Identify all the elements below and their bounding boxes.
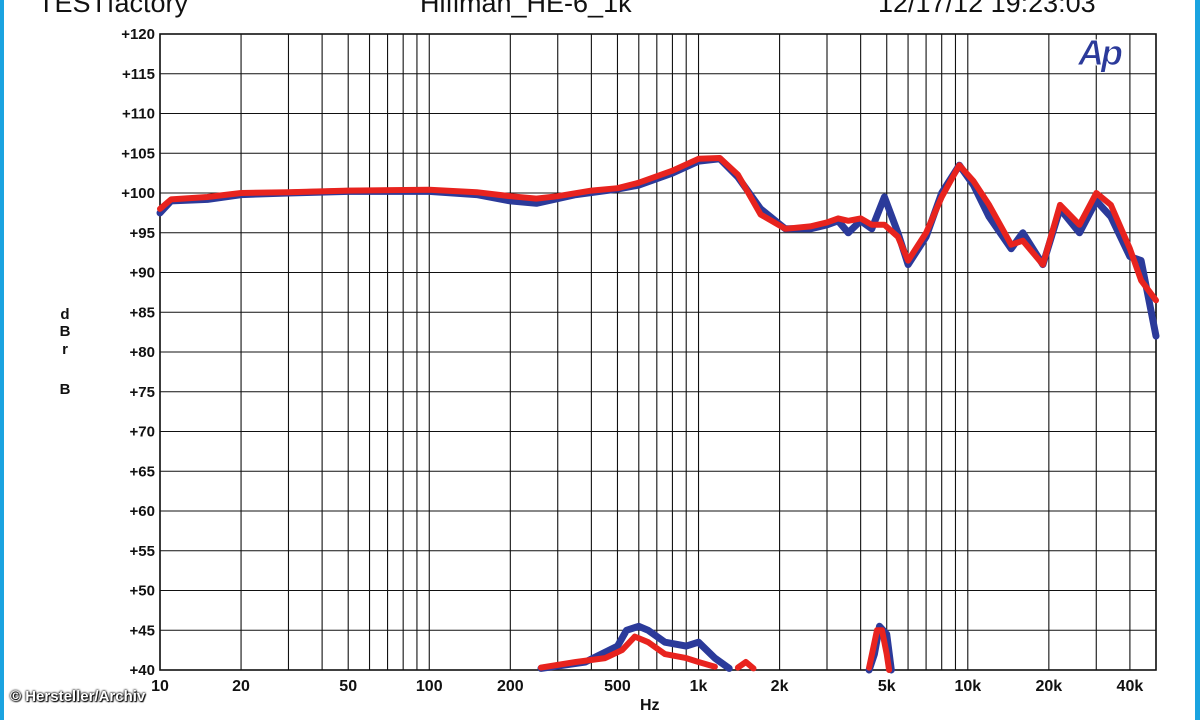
- ylabel-letter-d: d: [60, 306, 70, 323]
- y-tick-label: +80: [130, 344, 155, 361]
- series-blue-segment-0: [156, 155, 1160, 340]
- ylabel-letter-r: r: [62, 341, 68, 358]
- x-tick-label: 100: [416, 678, 443, 695]
- y-tick-label: +40: [130, 662, 155, 679]
- y-tick-label: +70: [130, 424, 155, 441]
- y-tick-label: +105: [121, 145, 155, 162]
- y-tick-label: +110: [122, 106, 155, 123]
- left-frame-border: [0, 0, 4, 720]
- series-blue-segment-1: [537, 622, 733, 672]
- y-tick-label: +50: [130, 583, 155, 600]
- series-red-segment-2: [734, 659, 757, 672]
- series-red-segment-0: [157, 155, 1159, 304]
- series-red-segment-1: [538, 633, 718, 671]
- y-tick-label: +100: [121, 185, 155, 202]
- x-tick-label: 2k: [771, 678, 789, 695]
- y-tick-label: +45: [130, 622, 155, 639]
- y-tick-label: +90: [130, 265, 155, 282]
- plot-frame: [159, 33, 1157, 671]
- copyright-notice: © Hersteller/Archiv: [10, 688, 146, 705]
- series-red-segment-3: [866, 627, 893, 673]
- y-tick-label: +65: [130, 463, 155, 480]
- y-tick-label: +75: [130, 384, 155, 401]
- header-left-label: TESTfactory: [38, 0, 189, 18]
- y-tick-label: +85: [130, 304, 155, 321]
- y-tick-label: +120: [121, 26, 155, 43]
- x-tick-label: 50: [339, 678, 357, 695]
- x-tick-label: 200: [497, 678, 524, 695]
- x-tick-label: 500: [604, 678, 631, 695]
- x-tick-label: 40k: [1117, 678, 1144, 695]
- y-tick-label: +55: [130, 543, 155, 560]
- y-tick-label: +115: [122, 66, 155, 83]
- x-tick-label: 20: [232, 678, 250, 695]
- y-tick-label: +60: [130, 503, 155, 520]
- x-tick-label: 5k: [878, 678, 896, 695]
- ylabel-letter-B2: B: [59, 381, 71, 398]
- ap-logo-text: Ap: [1077, 34, 1122, 72]
- x-tick-label: 20k: [1035, 678, 1062, 695]
- y-tick-label: +95: [130, 225, 155, 242]
- x-axis-unit-label: Hz: [640, 697, 660, 714]
- ap-logo: Ap: [1077, 34, 1126, 72]
- ylabel-letter-B: B: [59, 323, 71, 340]
- header-title: Hifiman_HE-6_1k: [420, 0, 632, 18]
- x-tick-label: 1k: [690, 678, 708, 695]
- x-tick-label: 10k: [954, 678, 981, 695]
- x-tick-label: 10: [151, 678, 169, 695]
- right-frame-border: [1195, 0, 1200, 720]
- header-timestamp: 12/17/12 19:23:03: [878, 0, 1096, 18]
